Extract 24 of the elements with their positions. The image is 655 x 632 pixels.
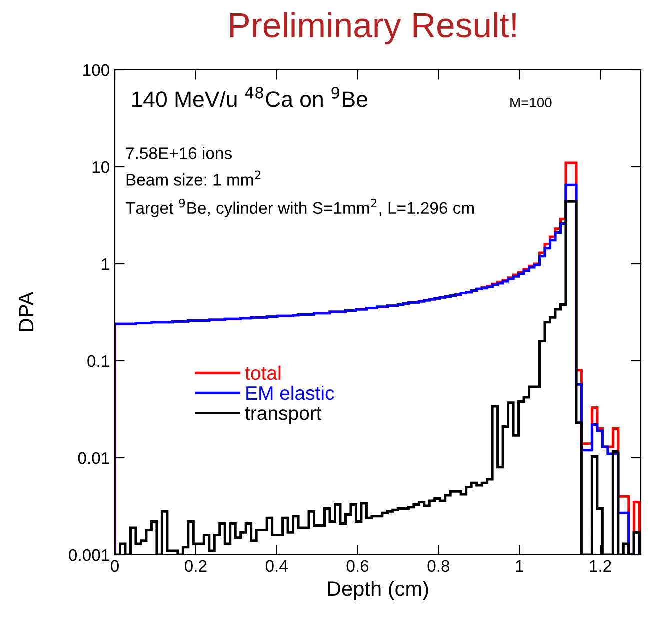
y-tick-label: 100 [84,64,110,76]
series-label: total [245,366,280,380]
annotation: Beam size: 1 mm$^{2}$ [126,170,261,186]
x-tick-label: 0.2 [184,560,207,572]
y-axis-title: DPA [19,292,34,332]
x-tick-label: 0.4 [266,560,288,572]
y-tick-label: 10 [92,161,110,174]
x-tick-label: 0.8 [428,560,450,572]
annotation: Target $^{9}$Be, cylinder with S=1mm$^{2}$, L=1.296 cm [126,198,474,218]
series-label: EM elastic [246,386,334,400]
x-tick-label: 1.2 [590,560,612,572]
annotation: 140 MeV/u $^{48}$Ca on $^{9}$Be [132,87,368,108]
y-tick-label: 0.1 [88,355,110,368]
x-tick-label: 0.6 [346,560,369,572]
y-tick-label: 1 [102,258,110,270]
x-axis-title: Depth (cm) [328,580,428,600]
legend-label: transport [245,407,322,424]
annotation: 7.58E+16 ions [126,147,232,160]
chart-title: Preliminary Result! [230,12,516,45]
annotation: M=100 [510,98,552,108]
y-tick-label: 0.001 [69,549,110,562]
x-tick-label: 1 [516,560,524,572]
y-tick-label: 0.01 [78,452,110,464]
x-tick-label: 0 [111,560,119,572]
